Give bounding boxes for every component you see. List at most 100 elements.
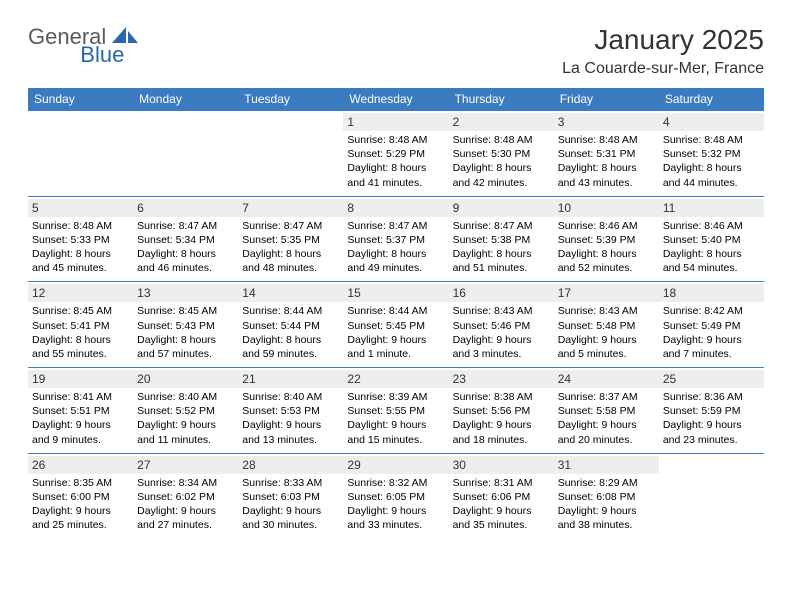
day-cell: 5 Sunrise: 8:48 AMSunset: 5:33 PMDaylight… [28, 196, 133, 282]
day-cell: 29 Sunrise: 8:32 AMSunset: 6:05 PMDayligh… [343, 453, 448, 539]
day-info: Sunrise: 8:40 AMSunset: 5:53 PMDaylight:… [242, 390, 339, 447]
empty-cell [659, 453, 764, 539]
day-info: Sunrise: 8:45 AMSunset: 5:43 PMDaylight:… [137, 304, 234, 361]
day-info: Sunrise: 8:40 AMSunset: 5:52 PMDaylight:… [137, 390, 234, 447]
day-cell: 3 Sunrise: 8:48 AMSunset: 5:31 PMDaylight… [554, 110, 659, 196]
empty-cell [133, 110, 238, 196]
day-info: Sunrise: 8:39 AMSunset: 5:55 PMDaylight:… [347, 390, 444, 447]
weekday-header: Friday [554, 88, 659, 110]
day-cell: 4Sunrise: 8:48 AMSunset: 5:32 PMDaylight… [659, 110, 764, 196]
day-cell: 10 Sunrise: 8:46 AMSunset: 5:39 PMDayligh… [554, 196, 659, 282]
day-info: Sunrise: 8:47 AMSunset: 5:37 PMDaylight:… [347, 219, 444, 276]
day-cell: 28 Sunrise: 8:33 AMSunset: 6:03 PMDayligh… [238, 453, 343, 539]
day-info: Sunrise: 8:48 AMSunset: 5:31 PMDaylight:… [558, 133, 655, 190]
weekday-header: Wednesday [343, 88, 448, 110]
day-number: 17 [554, 284, 659, 302]
calendar-grid: SundayMondayTuesdayWednesdayThursdayFrid… [28, 88, 764, 538]
day-cell: 21 Sunrise: 8:40 AMSunset: 5:53 PMDayligh… [238, 367, 343, 453]
day-cell: 20 Sunrise: 8:40 AMSunset: 5:52 PMDayligh… [133, 367, 238, 453]
day-info: Sunrise: 8:46 AMSunset: 5:40 PMDaylight:… [663, 219, 760, 276]
day-number: 16 [449, 284, 554, 302]
day-number: 6 [133, 199, 238, 217]
brand-logo: General Blue [28, 24, 186, 50]
location-label: La Couarde-sur-Mer, France [562, 60, 764, 78]
day-info: Sunrise: 8:44 AMSunset: 5:45 PMDaylight:… [347, 304, 444, 361]
day-number: 5 [28, 199, 133, 217]
day-number: 31 [554, 456, 659, 474]
day-number: 25 [659, 370, 764, 388]
day-info: Sunrise: 8:48 AMSunset: 5:29 PMDaylight:… [347, 133, 444, 190]
day-number: 22 [343, 370, 448, 388]
day-info: Sunrise: 8:48 AMSunset: 5:32 PMDaylight:… [663, 133, 760, 190]
page-title: January 2025 [562, 24, 764, 56]
weekday-header: Monday [133, 88, 238, 110]
day-info: Sunrise: 8:47 AMSunset: 5:34 PMDaylight:… [137, 219, 234, 276]
day-cell: 9 Sunrise: 8:47 AMSunset: 5:38 PMDaylight… [449, 196, 554, 282]
day-number: 29 [343, 456, 448, 474]
day-number: 3 [554, 113, 659, 131]
day-number: 23 [449, 370, 554, 388]
day-info: Sunrise: 8:47 AMSunset: 5:38 PMDaylight:… [453, 219, 550, 276]
day-number: 26 [28, 456, 133, 474]
day-number: 12 [28, 284, 133, 302]
weekday-header: Tuesday [238, 88, 343, 110]
day-info: Sunrise: 8:42 AMSunset: 5:49 PMDaylight:… [663, 304, 760, 361]
day-info: Sunrise: 8:31 AMSunset: 6:06 PMDaylight:… [453, 476, 550, 533]
day-number: 10 [554, 199, 659, 217]
empty-cell [28, 110, 133, 196]
day-number: 21 [238, 370, 343, 388]
day-number: 2 [449, 113, 554, 131]
day-cell: 14Sunrise: 8:44 AMSunset: 5:44 PMDayligh… [238, 281, 343, 367]
day-info: Sunrise: 8:35 AMSunset: 6:00 PMDaylight:… [32, 476, 129, 533]
day-cell: 19 Sunrise: 8:41 AMSunset: 5:51 PMDayligh… [28, 367, 133, 453]
day-cell: 30 Sunrise: 8:31 AMSunset: 6:06 PMDayligh… [449, 453, 554, 539]
day-cell: 26 Sunrise: 8:35 AMSunset: 6:00 PMDayligh… [28, 453, 133, 539]
day-info: Sunrise: 8:43 AMSunset: 5:46 PMDaylight:… [453, 304, 550, 361]
empty-cell [238, 110, 343, 196]
day-cell: 6 Sunrise: 8:47 AMSunset: 5:34 PMDaylight… [133, 196, 238, 282]
day-info: Sunrise: 8:29 AMSunset: 6:08 PMDaylight:… [558, 476, 655, 533]
day-number: 30 [449, 456, 554, 474]
day-number: 1 [343, 113, 448, 131]
day-info: Sunrise: 8:32 AMSunset: 6:05 PMDaylight:… [347, 476, 444, 533]
day-cell: 1 Sunrise: 8:48 AMSunset: 5:29 PMDaylight… [343, 110, 448, 196]
day-cell: 24 Sunrise: 8:37 AMSunset: 5:58 PMDayligh… [554, 367, 659, 453]
day-cell: 25 Sunrise: 8:36 AMSunset: 5:59 PMDayligh… [659, 367, 764, 453]
day-cell: 8 Sunrise: 8:47 AMSunset: 5:37 PMDaylight… [343, 196, 448, 282]
day-info: Sunrise: 8:44 AMSunset: 5:44 PMDaylight:… [242, 304, 339, 361]
day-info: Sunrise: 8:38 AMSunset: 5:56 PMDaylight:… [453, 390, 550, 447]
day-cell: 2 Sunrise: 8:48 AMSunset: 5:30 PMDaylight… [449, 110, 554, 196]
day-cell: 27Sunrise: 8:34 AMSunset: 6:02 PMDayligh… [133, 453, 238, 539]
day-number: 20 [133, 370, 238, 388]
day-info: Sunrise: 8:48 AMSunset: 5:33 PMDaylight:… [32, 219, 129, 276]
day-cell: 23 Sunrise: 8:38 AMSunset: 5:56 PMDayligh… [449, 367, 554, 453]
day-info: Sunrise: 8:41 AMSunset: 5:51 PMDaylight:… [32, 390, 129, 447]
day-info: Sunrise: 8:47 AMSunset: 5:35 PMDaylight:… [242, 219, 339, 276]
day-cell: 17Sunrise: 8:43 AMSunset: 5:48 PMDayligh… [554, 281, 659, 367]
day-info: Sunrise: 8:48 AMSunset: 5:30 PMDaylight:… [453, 133, 550, 190]
day-number: 28 [238, 456, 343, 474]
day-cell: 18Sunrise: 8:42 AMSunset: 5:49 PMDayligh… [659, 281, 764, 367]
weekday-header: Thursday [449, 88, 554, 110]
day-info: Sunrise: 8:37 AMSunset: 5:58 PMDaylight:… [558, 390, 655, 447]
day-number: 11 [659, 199, 764, 217]
day-cell: 31 Sunrise: 8:29 AMSunset: 6:08 PMDayligh… [554, 453, 659, 539]
day-cell: 15Sunrise: 8:44 AMSunset: 5:45 PMDayligh… [343, 281, 448, 367]
day-number: 8 [343, 199, 448, 217]
day-info: Sunrise: 8:45 AMSunset: 5:41 PMDaylight:… [32, 304, 129, 361]
day-info: Sunrise: 8:36 AMSunset: 5:59 PMDaylight:… [663, 390, 760, 447]
day-number: 19 [28, 370, 133, 388]
day-cell: 11 Sunrise: 8:46 AMSunset: 5:40 PMDayligh… [659, 196, 764, 282]
day-cell: 12 Sunrise: 8:45 AMSunset: 5:41 PMDayligh… [28, 281, 133, 367]
day-cell: 22 Sunrise: 8:39 AMSunset: 5:55 PMDayligh… [343, 367, 448, 453]
day-info: Sunrise: 8:46 AMSunset: 5:39 PMDaylight:… [558, 219, 655, 276]
day-info: Sunrise: 8:34 AMSunset: 6:02 PMDaylight:… [137, 476, 234, 533]
weekday-header: Saturday [659, 88, 764, 110]
day-cell: 7 Sunrise: 8:47 AMSunset: 5:35 PMDaylight… [238, 196, 343, 282]
day-cell: 13Sunrise: 8:45 AMSunset: 5:43 PMDayligh… [133, 281, 238, 367]
day-cell: 16 Sunrise: 8:43 AMSunset: 5:46 PMDayligh… [449, 281, 554, 367]
day-number: 7 [238, 199, 343, 217]
day-info: Sunrise: 8:33 AMSunset: 6:03 PMDaylight:… [242, 476, 339, 533]
day-number: 24 [554, 370, 659, 388]
day-number: 9 [449, 199, 554, 217]
